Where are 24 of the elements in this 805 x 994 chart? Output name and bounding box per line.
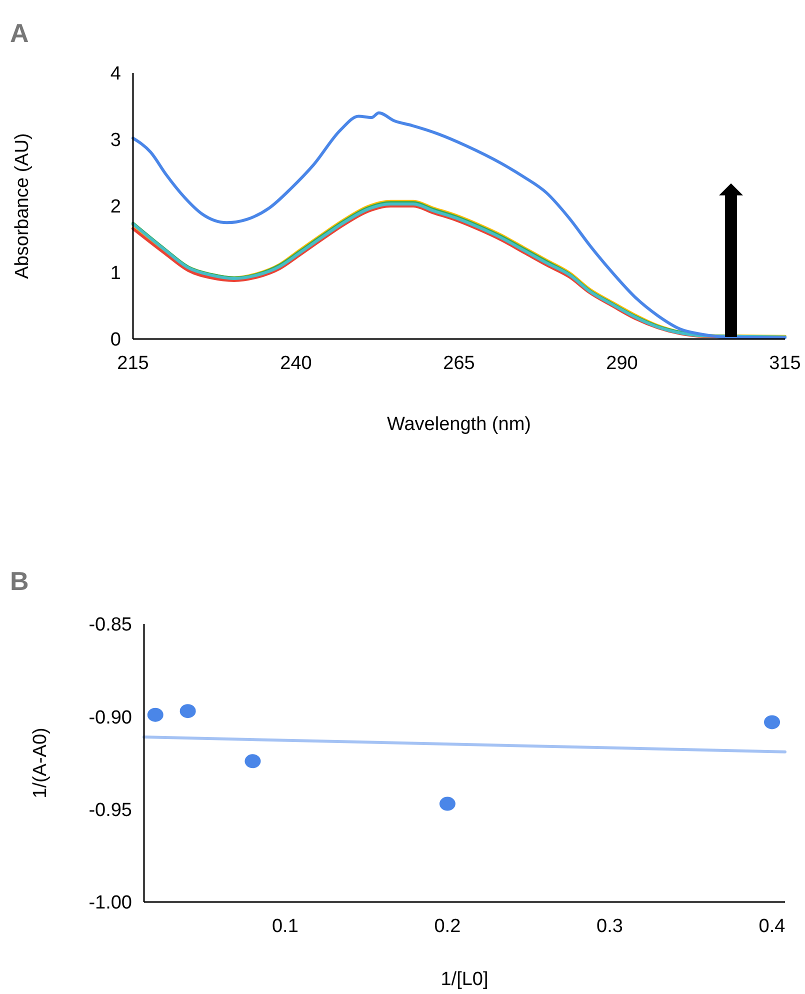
y-tick-label: -0.90 [88, 707, 132, 728]
y-tick-label: -1.00 [88, 892, 132, 914]
y-tick-label: -0.85 [88, 614, 132, 636]
y-tick-label: 4 [110, 64, 122, 85]
y-tick-label: 2 [110, 196, 121, 218]
y-tick-label: 1 [110, 263, 121, 284]
y-tick-label: 3 [110, 130, 121, 152]
x-tick-label: 240 [280, 353, 312, 374]
y-tick-label: 0 [110, 330, 121, 351]
x-tick-label: 0.2 [434, 916, 461, 937]
x-tick-label: 0.1 [272, 916, 298, 937]
x-tick-label: 215 [117, 353, 149, 374]
x-tick-label: 265 [443, 353, 475, 374]
x-axis-title: 1/[L0] [440, 969, 488, 990]
chart-title: B [10, 566, 29, 596]
x-tick-label: 315 [769, 353, 801, 374]
y-tick-label: -0.95 [88, 800, 132, 821]
y-axis-title: Absorbance (AU) [12, 133, 33, 279]
y-axis-title: 1/(A-A0) [30, 728, 51, 798]
x-tick-label: 0.4 [758, 916, 786, 937]
chart-title: A [10, 18, 29, 48]
x-tick-label: 290 [606, 353, 638, 374]
x-axis-title: Wavelength (nm) [387, 414, 531, 435]
x-tick-label: 0.3 [596, 916, 623, 937]
